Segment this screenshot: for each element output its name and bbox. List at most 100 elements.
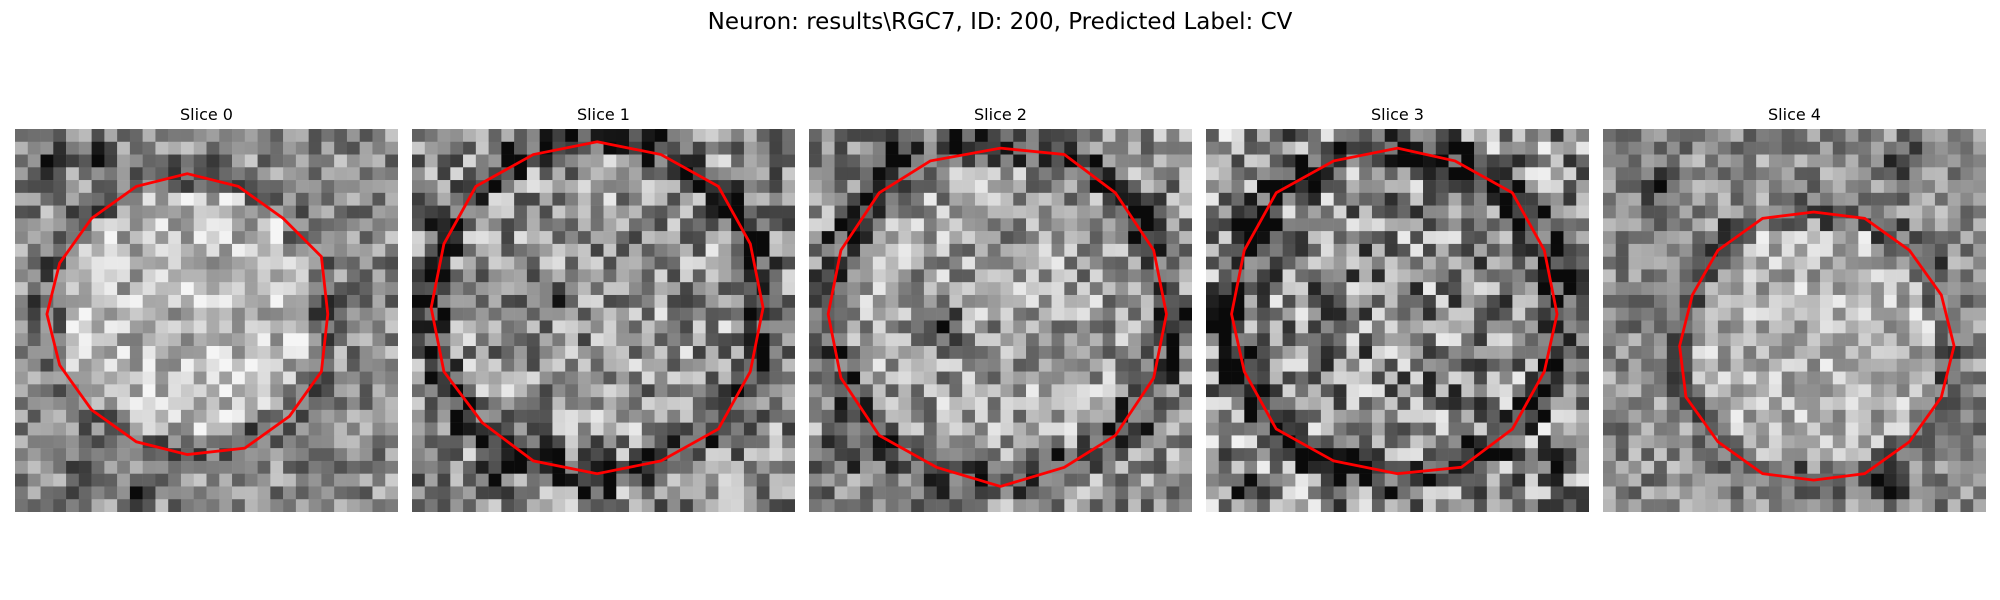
- pixel: [1909, 294, 1923, 308]
- pixel: [1973, 167, 1986, 181]
- pixel: [193, 192, 207, 206]
- pixel: [923, 180, 937, 194]
- pixel: [1000, 294, 1014, 308]
- pixel: [1000, 499, 1014, 512]
- pixel: [987, 358, 1001, 372]
- pixel: [1346, 129, 1360, 143]
- pixel: [898, 307, 912, 321]
- pixel: [1077, 256, 1091, 270]
- pixel: [1537, 294, 1551, 308]
- pixel: [424, 231, 438, 245]
- pixel: [1845, 486, 1859, 500]
- pixel: [1448, 384, 1462, 398]
- pixel: [1512, 460, 1526, 474]
- pixel: [1537, 154, 1551, 168]
- pixel: [155, 333, 169, 347]
- pixel: [1269, 384, 1283, 398]
- pixel: [219, 473, 233, 487]
- pixel: [1115, 435, 1129, 449]
- pixel: [1960, 371, 1974, 385]
- pixel: [705, 167, 719, 181]
- pixel: [911, 231, 925, 245]
- pixel: [1423, 346, 1437, 360]
- pixel: [1486, 243, 1500, 257]
- pixel: [450, 499, 464, 512]
- pixel: [1038, 269, 1052, 283]
- pixel: [1717, 346, 1731, 360]
- pixel: [1166, 499, 1180, 512]
- pixel: [53, 282, 67, 296]
- pixel: [53, 205, 67, 219]
- pixel: [1346, 473, 1360, 487]
- pixel: [514, 167, 528, 181]
- pixel: [1781, 422, 1795, 436]
- pixel: [1371, 384, 1385, 398]
- pixel: [911, 307, 925, 321]
- pixel: [526, 192, 540, 206]
- pixel: [168, 499, 182, 512]
- pixel: [962, 243, 976, 257]
- pixel: [1461, 333, 1475, 347]
- pixel: [514, 320, 528, 334]
- pixel: [1448, 473, 1462, 487]
- pixel: [936, 167, 950, 181]
- pixel: [308, 154, 322, 168]
- pixel: [936, 499, 950, 512]
- pixel: [1756, 384, 1770, 398]
- pixel: [1410, 192, 1424, 206]
- pixel: [718, 167, 732, 181]
- pixel: [860, 435, 874, 449]
- pixel: [1934, 460, 1948, 474]
- pixel: [180, 294, 194, 308]
- pixel: [1410, 358, 1424, 372]
- pixel: [283, 307, 297, 321]
- pixel: [641, 358, 655, 372]
- pixel: [949, 499, 963, 512]
- pixel: [1934, 320, 1948, 334]
- pixel: [155, 218, 169, 232]
- pixel: [923, 409, 937, 423]
- pixel: [641, 422, 655, 436]
- pixel: [1435, 435, 1449, 449]
- pixel: [488, 256, 502, 270]
- pixel: [1768, 294, 1782, 308]
- pixel: [1603, 435, 1617, 449]
- pixel: [1794, 192, 1808, 206]
- pixel: [1909, 282, 1923, 296]
- pixel: [552, 231, 566, 245]
- pixel: [1641, 435, 1655, 449]
- pixel: [1077, 371, 1091, 385]
- pixel: [53, 243, 67, 257]
- pixel: [463, 358, 477, 372]
- pixel: [987, 129, 1001, 143]
- pixel: [1883, 167, 1897, 181]
- pixel: [1077, 243, 1091, 257]
- pixel: [1883, 243, 1897, 257]
- pixel: [1282, 205, 1296, 219]
- pixel: [590, 243, 604, 257]
- pixel: [1603, 231, 1617, 245]
- pixel: [463, 371, 477, 385]
- pixel: [552, 346, 566, 360]
- pixel: [911, 243, 925, 257]
- pixel: [193, 435, 207, 449]
- pixel: [1410, 320, 1424, 334]
- pixel: [1166, 473, 1180, 487]
- pixel: [743, 218, 757, 232]
- pixel: [1717, 499, 1731, 512]
- pixel: [1486, 486, 1500, 500]
- pixel: [463, 346, 477, 360]
- pixel: [1166, 167, 1180, 181]
- pixel: [488, 154, 502, 168]
- pixel: [1537, 435, 1551, 449]
- pixel: [27, 422, 41, 436]
- pixel: [1934, 448, 1948, 462]
- pixel: [1654, 129, 1668, 143]
- pixel: [66, 269, 80, 283]
- pixel: [1128, 499, 1142, 512]
- pixel: [1474, 486, 1488, 500]
- pixel: [654, 358, 668, 372]
- pixel: [1410, 422, 1424, 436]
- pixel: [1115, 256, 1129, 270]
- pixel: [680, 307, 694, 321]
